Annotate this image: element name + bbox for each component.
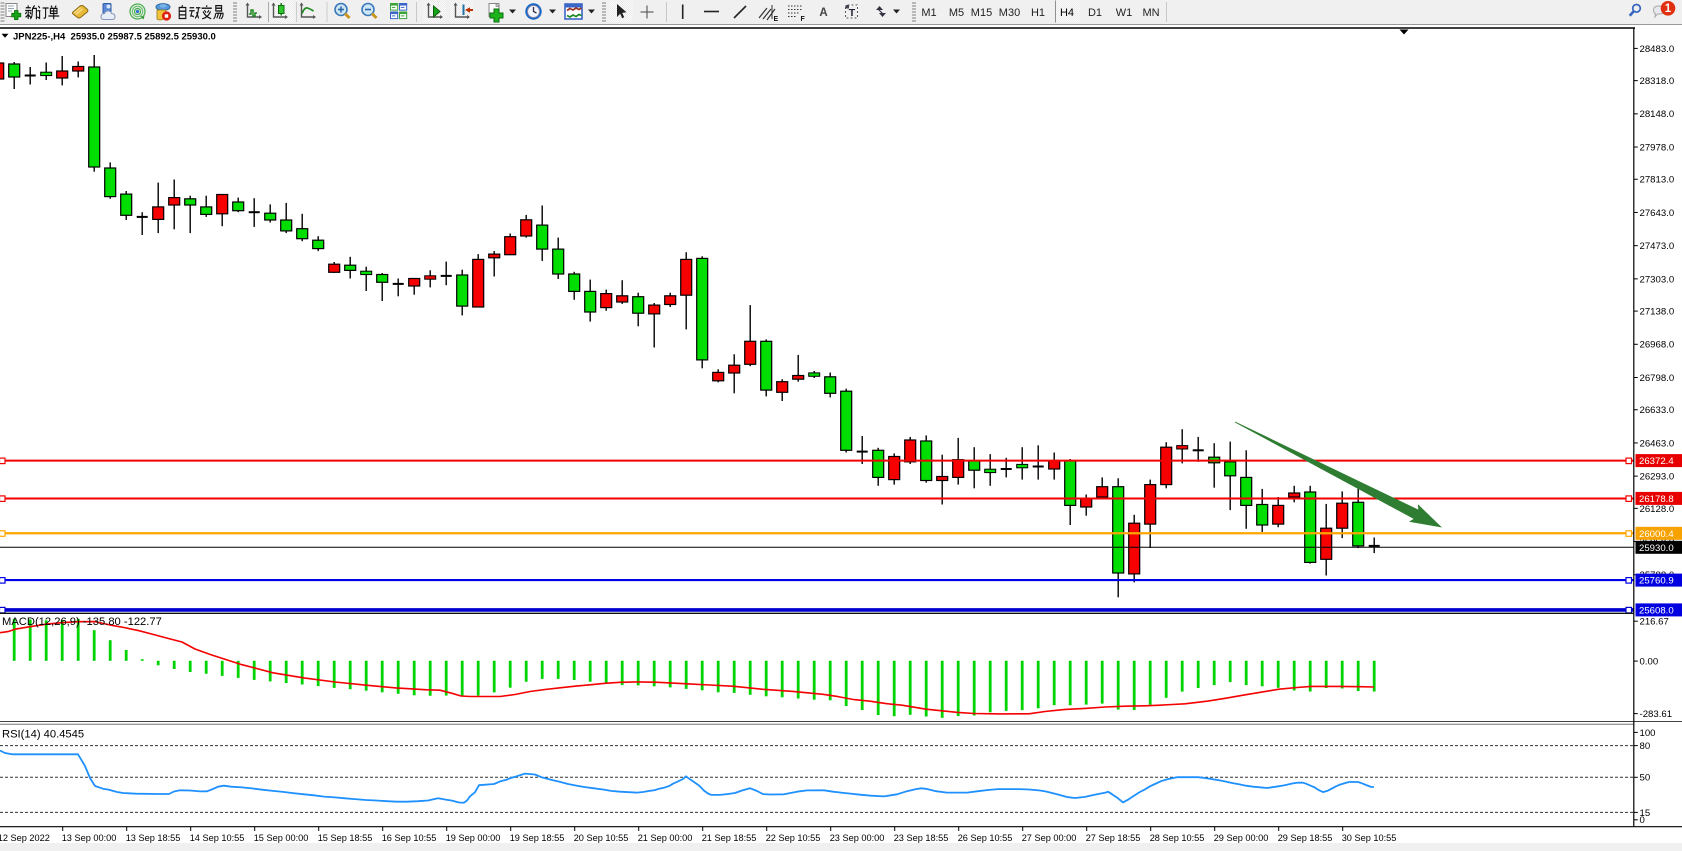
svg-text:A: A [819,7,827,19]
svg-text:-283.61: -283.61 [1640,709,1673,720]
svg-text:E: E [774,16,779,23]
svg-text:19 Sep 18:55: 19 Sep 18:55 [510,833,565,843]
svg-text:50: 50 [1640,773,1651,784]
svg-text:H4: H4 [1060,7,1074,19]
svg-text:80: 80 [1640,741,1651,752]
svg-text:27978.0: 27978.0 [1640,142,1675,153]
svg-text:20 Sep 10:55: 20 Sep 10:55 [574,833,629,843]
svg-text:27 Sep 00:00: 27 Sep 00:00 [1022,833,1077,843]
svg-text:29 Sep 00:00: 29 Sep 00:00 [1214,833,1269,843]
svg-text:27813.0: 27813.0 [1640,175,1675,186]
svg-text:15 Sep 00:00: 15 Sep 00:00 [254,833,309,843]
svg-text:26128.0: 26128.0 [1640,504,1675,515]
svg-text:28 Sep 10:55: 28 Sep 10:55 [1150,833,1205,843]
svg-text:F: F [801,16,806,23]
svg-text:26178.8: 26178.8 [1639,494,1674,505]
svg-text:29 Sep 18:55: 29 Sep 18:55 [1278,833,1333,843]
svg-text:28483.0: 28483.0 [1640,44,1675,55]
svg-text:0.00: 0.00 [1640,657,1659,668]
svg-text:19 Sep 00:00: 19 Sep 00:00 [446,833,501,843]
svg-text:12 Sep 2022: 12 Sep 2022 [0,833,50,843]
svg-text:21 Sep 00:00: 21 Sep 00:00 [638,833,693,843]
svg-text:D1: D1 [1088,7,1102,19]
svg-text:27138.0: 27138.0 [1640,307,1675,318]
svg-text:15: 15 [1640,808,1651,819]
svg-text:23 Sep 18:55: 23 Sep 18:55 [894,833,949,843]
svg-text:22 Sep 10:55: 22 Sep 10:55 [766,833,821,843]
svg-text:JPN225-,H4 25935.0 25987.5 25: JPN225-,H4 25935.0 25987.5 25892.5 25930… [13,31,216,42]
svg-text:MN: MN [1142,7,1159,19]
svg-text:26968.0: 26968.0 [1640,340,1675,351]
svg-text:M1: M1 [921,7,936,19]
svg-text:26372.4: 26372.4 [1639,456,1674,467]
svg-text:26000.4: 26000.4 [1639,529,1674,540]
svg-text:13 Sep 18:55: 13 Sep 18:55 [126,833,181,843]
svg-text:M15: M15 [971,7,992,19]
svg-text:0: 0 [1640,815,1645,826]
svg-text:23 Sep 00:00: 23 Sep 00:00 [830,833,885,843]
svg-text:28148.0: 28148.0 [1640,109,1675,120]
svg-text:M5: M5 [949,7,964,19]
svg-text:1: 1 [1665,3,1672,15]
svg-text:26293.0: 26293.0 [1640,472,1675,483]
svg-text:27 Sep 18:55: 27 Sep 18:55 [1086,833,1141,843]
svg-text:T: T [849,7,856,19]
svg-text:RSI(14) 40.4545: RSI(14) 40.4545 [2,729,84,741]
svg-text:26633.0: 26633.0 [1640,405,1675,416]
svg-text:26463.0: 26463.0 [1640,438,1675,449]
svg-text:13 Sep 00:00: 13 Sep 00:00 [62,833,117,843]
svg-text:21 Sep 18:55: 21 Sep 18:55 [702,833,757,843]
svg-text:15 Sep 18:55: 15 Sep 18:55 [318,833,373,843]
svg-text:M30: M30 [999,7,1020,19]
svg-text:100: 100 [1640,728,1656,739]
svg-text:H1: H1 [1031,7,1045,19]
svg-text:216.67: 216.67 [1640,617,1669,628]
svg-text:26798.0: 26798.0 [1640,373,1675,384]
svg-text:MACD(12,26,9) -135.80 -122.77: MACD(12,26,9) -135.80 -122.77 [2,616,162,628]
svg-text:27303.0: 27303.0 [1640,274,1675,285]
svg-text:30 Sep 10:55: 30 Sep 10:55 [1342,833,1397,843]
svg-text:25608.0: 25608.0 [1639,606,1674,617]
svg-text:26 Sep 10:55: 26 Sep 10:55 [958,833,1013,843]
svg-text:28318.0: 28318.0 [1640,76,1675,87]
svg-text:25760.9: 25760.9 [1639,576,1674,587]
svg-text:16 Sep 10:55: 16 Sep 10:55 [382,833,437,843]
svg-text:27473.0: 27473.0 [1640,241,1675,252]
svg-text:25930.0: 25930.0 [1639,543,1674,554]
svg-text:27643.0: 27643.0 [1640,208,1675,219]
svg-text:14 Sep 10:55: 14 Sep 10:55 [190,833,245,843]
svg-text:W1: W1 [1116,7,1133,19]
